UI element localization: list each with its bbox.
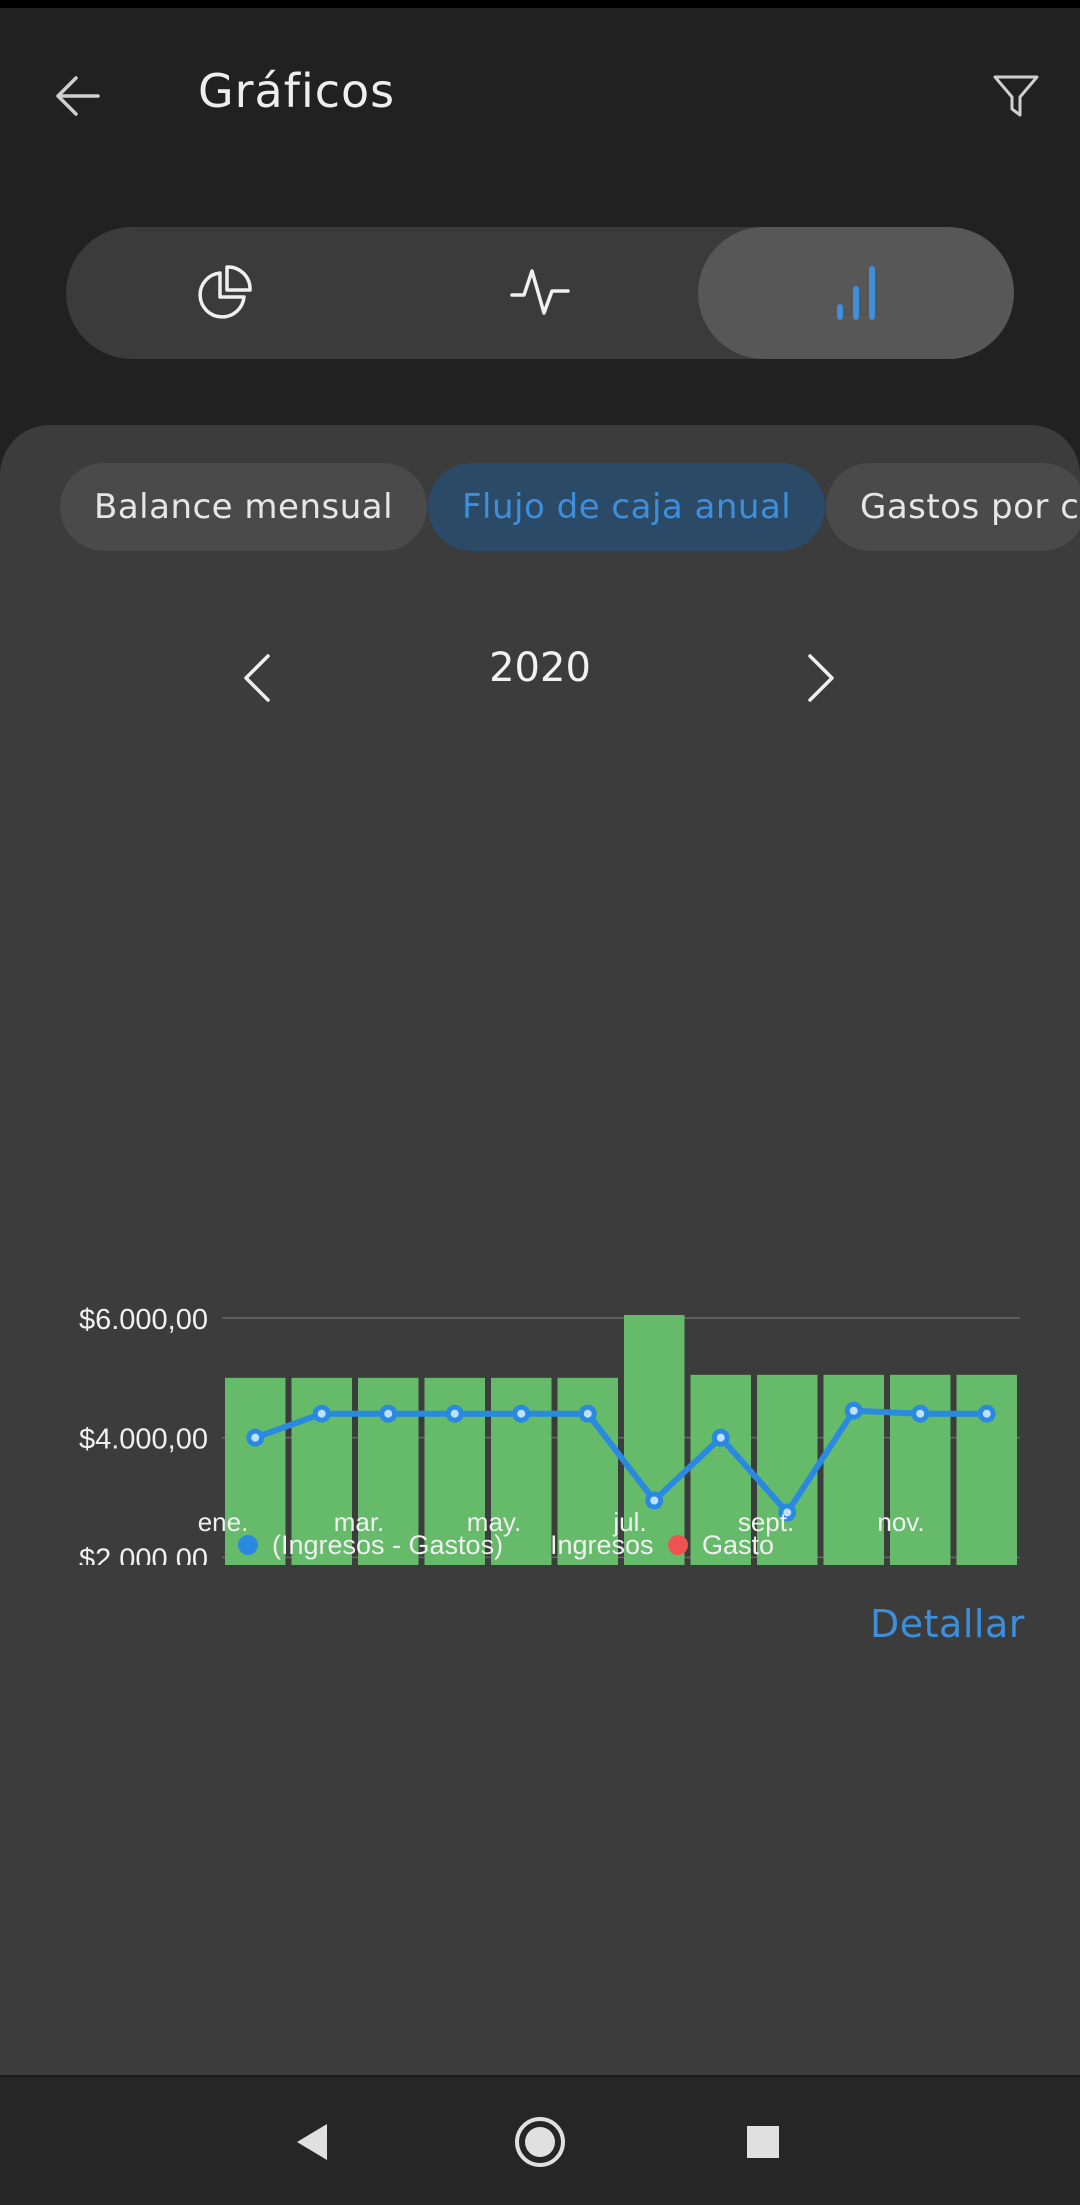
legend-label: Gasto — [702, 1530, 774, 1560]
filter-button[interactable] — [978, 58, 1054, 134]
legend-label: (Ingresos - Gastos) — [272, 1530, 503, 1560]
square-recents-icon — [747, 2126, 779, 2158]
chip-gastos-por[interactable]: Gastos por c — [826, 463, 1080, 551]
income-bar — [757, 1374, 818, 1565]
chevron-left-icon — [244, 654, 270, 702]
system-navigation-bar — [0, 2075, 1080, 2205]
x-tick-label: jul. — [612, 1507, 646, 1537]
year-label: 2020 — [489, 645, 591, 691]
legend-marker — [516, 1535, 536, 1555]
chevron-right-icon — [808, 654, 834, 702]
y-tick-label: $2.000,00 — [79, 1543, 208, 1565]
pulse-icon — [510, 269, 570, 315]
arrow-left-icon — [56, 76, 100, 116]
next-year-button[interactable] — [802, 648, 842, 708]
pie-chart-icon — [198, 265, 252, 319]
chip-flujo-caja-anual[interactable]: Flujo de caja anual — [428, 463, 826, 551]
balance-point-center — [916, 1409, 925, 1418]
nav-recents-button[interactable] — [728, 2107, 798, 2177]
x-tick-label: ene. — [198, 1507, 249, 1537]
pie-chart-view-button[interactable] — [66, 227, 382, 359]
page-title: Gráficos — [198, 64, 396, 118]
status-bar — [0, 0, 1080, 8]
balance-point-center — [716, 1433, 725, 1442]
cash-flow-chart: $6.000,00$4.000,00$2.000,00$0,00$-2.000,… — [79, 1304, 1020, 1565]
income-bar — [624, 1315, 685, 1565]
y-tick-label: $6.000,00 — [79, 1304, 208, 1336]
balance-line — [254, 1407, 987, 1516]
back-button[interactable] — [40, 58, 116, 134]
balance-point-center — [251, 1433, 260, 1442]
x-tick-label: sept. — [738, 1507, 794, 1537]
income-bar — [690, 1374, 751, 1565]
x-tick-label: mar. — [334, 1507, 385, 1537]
balance-point-center — [783, 1508, 792, 1517]
balance-point-center — [650, 1496, 659, 1505]
nav-home-button[interactable] — [505, 2107, 575, 2177]
balance-point-center — [317, 1409, 326, 1418]
balance-point-center — [982, 1409, 991, 1418]
line-chart-view-button[interactable] — [382, 227, 698, 359]
balance-point-center — [583, 1409, 592, 1418]
income-bar — [956, 1374, 1017, 1565]
balance-point-center — [450, 1409, 459, 1418]
nav-back-button[interactable] — [278, 2107, 348, 2177]
detail-button[interactable]: Detallar — [870, 1602, 1025, 1646]
balance-point-center — [849, 1406, 858, 1415]
legend-marker — [668, 1535, 688, 1555]
app-bar: Gráficos — [0, 8, 1080, 168]
balance-point-center — [384, 1409, 393, 1418]
x-tick-label: may. — [467, 1507, 521, 1537]
chart-panel: Balance mensual Flujo de caja anual Gast… — [0, 425, 1080, 2075]
triangle-back-icon — [297, 2124, 327, 2160]
previous-year-button[interactable] — [236, 648, 276, 708]
x-tick-label: nov. — [877, 1507, 924, 1537]
bar-chart-view-button[interactable] — [698, 227, 1014, 359]
income-bar — [225, 1377, 286, 1565]
legend-marker — [238, 1535, 258, 1555]
y-tick-label: $4.000,00 — [79, 1424, 208, 1456]
circle-home-icon — [515, 2117, 565, 2167]
balance-point-center — [517, 1409, 526, 1418]
chip-balance-mensual[interactable]: Balance mensual — [60, 463, 428, 551]
filter-icon — [993, 75, 1039, 117]
legend-label: Ingresos — [550, 1530, 654, 1560]
chart-type-switcher — [66, 227, 1014, 359]
bar-chart-icon — [837, 266, 875, 320]
